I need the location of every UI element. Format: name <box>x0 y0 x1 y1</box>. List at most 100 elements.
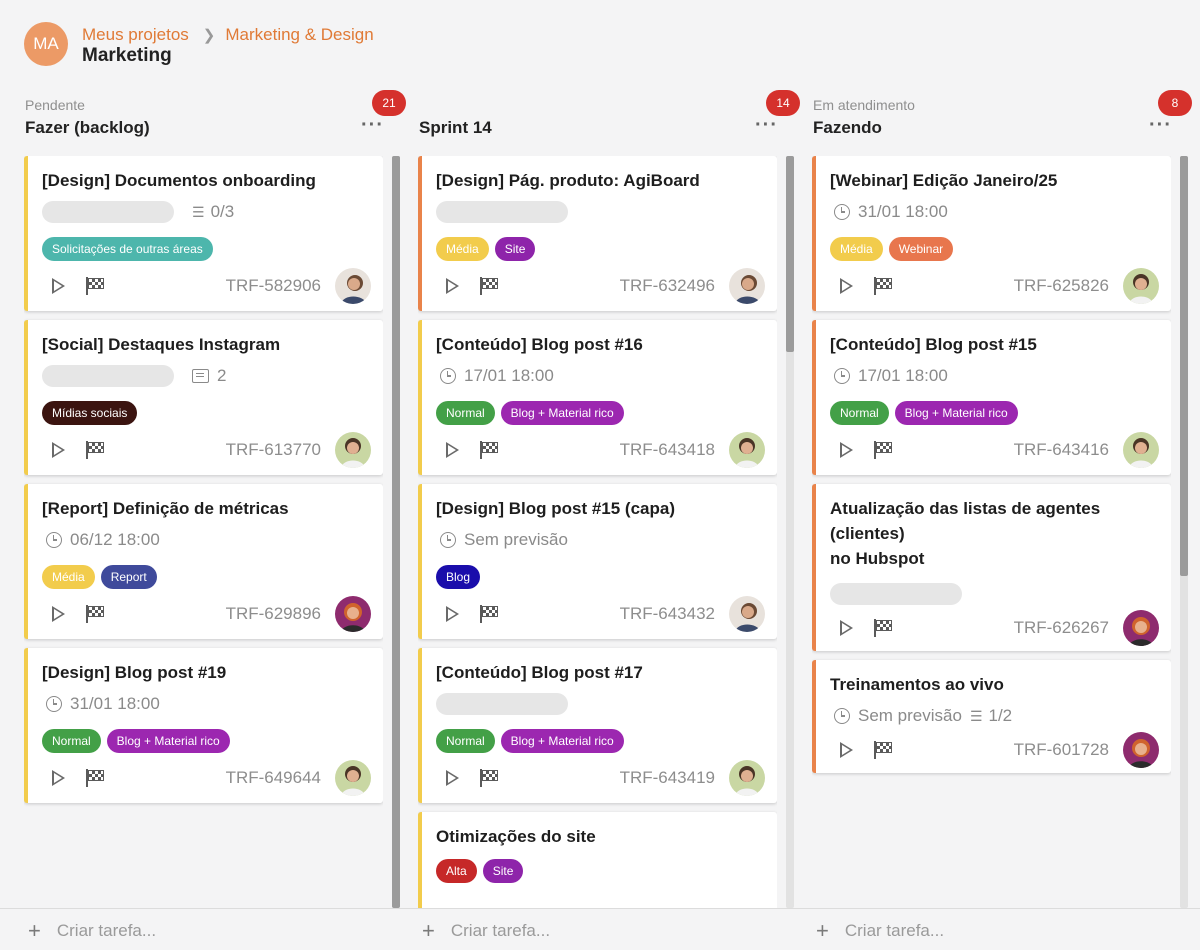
assignee-avatar[interactable] <box>729 432 765 468</box>
tag[interactable]: Normal <box>42 729 101 753</box>
scrollbar[interactable] <box>1180 156 1188 908</box>
play-icon[interactable] <box>840 442 853 458</box>
checkered-flag-icon[interactable] <box>479 605 499 623</box>
assignee-avatar[interactable] <box>729 596 765 632</box>
play-icon[interactable] <box>446 606 459 622</box>
play-icon[interactable] <box>52 442 65 458</box>
tag[interactable]: Blog + Material rico <box>106 729 230 753</box>
more-options-icon[interactable]: ··· <box>755 114 778 136</box>
assignee-avatar[interactable] <box>335 760 371 796</box>
tag[interactable]: Alta <box>436 859 477 883</box>
tag[interactable]: Normal <box>830 401 889 425</box>
task-card[interactable]: [Design] Blog post #19 31/01 18:00 Norma… <box>24 648 383 803</box>
task-title-line: Atualização das listas de agentes (clien… <box>830 499 1101 543</box>
checkered-flag-icon[interactable] <box>85 277 105 295</box>
assignee-avatar[interactable] <box>335 268 371 304</box>
tag[interactable]: Webinar <box>888 237 954 261</box>
checkered-flag-icon[interactable] <box>873 277 893 295</box>
tag[interactable]: Mídias sociais <box>42 401 138 425</box>
task-card[interactable]: [Conteúdo] Blog post #17 Normal Blog + M… <box>418 648 777 803</box>
breadcrumb-marketing-design[interactable]: Marketing & Design <box>225 25 374 44</box>
column-count-badge: 8 <box>1158 90 1192 116</box>
checkered-flag-icon[interactable] <box>85 769 105 787</box>
tag[interactable]: Site <box>482 859 524 883</box>
task-card[interactable]: [Social] Destaques Instagram 2 Mídias so… <box>24 320 383 475</box>
task-title: [Design] Pág. produto: AgiBoard <box>436 171 700 190</box>
tag[interactable]: Média <box>42 565 95 589</box>
tag[interactable]: Normal <box>436 729 495 753</box>
checkered-flag-icon[interactable] <box>479 769 499 787</box>
task-card[interactable]: [Conteúdo] Blog post #16 17/01 18:00 Nor… <box>418 320 777 475</box>
play-icon[interactable] <box>52 606 65 622</box>
tag[interactable]: Blog + Material rico <box>500 401 624 425</box>
create-task-label: Criar tarefa... <box>844 921 945 940</box>
tag[interactable]: Site <box>494 237 536 261</box>
scrollbar-thumb[interactable] <box>1180 156 1188 576</box>
play-icon[interactable] <box>52 278 65 294</box>
due-date: Sem previsão <box>464 530 568 549</box>
tag[interactable]: Blog + Material rico <box>894 401 1018 425</box>
scrollbar-thumb[interactable] <box>786 156 794 352</box>
task-card[interactable]: [Design] Pág. produto: AgiBoard Média Si… <box>418 156 777 311</box>
task-code: TRF-625826 <box>1013 276 1109 295</box>
play-icon[interactable] <box>840 620 853 636</box>
checkered-flag-icon[interactable] <box>873 619 893 637</box>
assignee-avatar[interactable] <box>729 760 765 796</box>
create-task-button[interactable]: + Criar tarefa... <box>816 918 945 943</box>
checkered-flag-icon[interactable] <box>873 441 893 459</box>
scrollbar[interactable] <box>392 156 400 908</box>
tag[interactable]: Média <box>436 237 489 261</box>
checkered-flag-icon[interactable] <box>85 441 105 459</box>
task-card[interactable]: Treinamentos ao vivo Sem previsão ☰ 1/2 … <box>812 660 1171 773</box>
play-icon[interactable] <box>52 770 65 786</box>
tag[interactable]: Normal <box>436 401 495 425</box>
column-count-badge: 14 <box>766 90 800 116</box>
scrollbar[interactable] <box>786 156 794 908</box>
checkered-flag-icon[interactable] <box>479 441 499 459</box>
checkered-flag-icon[interactable] <box>873 741 893 759</box>
create-task-button[interactable]: + Criar tarefa... <box>28 920 156 942</box>
assignee-avatar[interactable] <box>335 432 371 468</box>
task-code: TRF-629896 <box>225 604 321 623</box>
play-icon[interactable] <box>446 278 459 294</box>
scrollbar-thumb[interactable] <box>392 156 400 908</box>
play-icon[interactable] <box>446 770 459 786</box>
due-date: 17/01 18:00 <box>858 366 948 385</box>
task-card[interactable]: [Design] Documentos onboarding ☰ 0/3 Sol… <box>24 156 383 311</box>
project-avatar[interactable]: MA <box>24 22 68 66</box>
checkered-flag-icon[interactable] <box>85 605 105 623</box>
task-card[interactable]: [Webinar] Edição Janeiro/25 31/01 18:00 … <box>812 156 1171 311</box>
play-icon[interactable] <box>840 742 853 758</box>
column-title: Fazendo <box>813 118 882 137</box>
assignee-avatar[interactable] <box>1123 732 1159 768</box>
assignee-avatar[interactable] <box>1123 610 1159 646</box>
task-title: [Conteúdo] Blog post #16 <box>436 335 643 354</box>
column-backlog: Pendente Fazer (backlog) 21 ··· [Design]… <box>0 90 406 908</box>
task-card[interactable]: [Report] Definição de métricas 06/12 18:… <box>24 484 383 639</box>
checkered-flag-icon[interactable] <box>479 277 499 295</box>
task-card[interactable]: Otimizações do site Alta Site <box>418 812 777 908</box>
assignee-avatar[interactable] <box>335 596 371 632</box>
more-options-icon[interactable]: ··· <box>361 114 384 136</box>
checklist-icon: ☰ <box>969 707 983 724</box>
create-task-button[interactable]: + Criar tarefa... <box>422 920 550 942</box>
tag[interactable]: Blog <box>436 565 481 589</box>
assignee-avatar[interactable] <box>729 268 765 304</box>
play-icon[interactable] <box>446 442 459 458</box>
task-card[interactable]: [Design] Blog post #15 (capa) Sem previs… <box>418 484 777 639</box>
task-card[interactable]: Atualização das listas de agentes (clien… <box>812 484 1171 651</box>
more-options-icon[interactable]: ··· <box>1149 114 1172 136</box>
tag[interactable]: Solicitações de outras áreas <box>42 237 213 261</box>
plus-icon: + <box>816 918 829 943</box>
clock-icon <box>440 532 456 548</box>
breadcrumb-my-projects[interactable]: Meus projetos <box>82 25 189 44</box>
task-card[interactable]: [Conteúdo] Blog post #15 17/01 18:00 Nor… <box>812 320 1171 475</box>
play-icon[interactable] <box>840 278 853 294</box>
tag[interactable]: Blog + Material rico <box>500 729 624 753</box>
tag[interactable]: Report <box>100 565 157 589</box>
assignee-avatar[interactable] <box>1123 432 1159 468</box>
assignee-avatar[interactable] <box>1123 268 1159 304</box>
column-subtitle: Em atendimento <box>813 97 915 113</box>
column-title: Sprint 14 <box>419 118 492 137</box>
tag[interactable]: Média <box>830 237 883 261</box>
